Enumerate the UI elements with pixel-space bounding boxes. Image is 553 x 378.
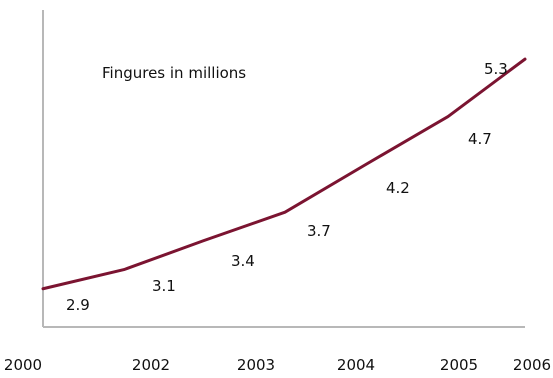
data-label: 2.9: [66, 296, 90, 314]
x-tick-label: 2000: [4, 356, 42, 374]
data-label: 3.1: [152, 277, 176, 295]
x-tick-label: 2003: [237, 356, 275, 374]
x-tick-label: 2006: [513, 356, 551, 374]
data-label: 3.4: [231, 252, 255, 270]
x-tick-label: 2004: [337, 356, 375, 374]
data-label: 3.7: [307, 222, 331, 240]
series-line: [41, 57, 527, 291]
x-tick-label: 2005: [440, 356, 478, 374]
data-label: 4.7: [468, 130, 492, 148]
data-labels: 2.9 3.1 3.4 3.7 4.2 4.7 5.3: [66, 60, 508, 314]
chart-annotation: Fingures in millions: [102, 64, 246, 82]
data-label: 4.2: [386, 179, 410, 197]
data-label: 5.3: [484, 60, 508, 78]
x-tick-labels: 2000 2002 2003 2004 2005 2006: [4, 356, 551, 374]
x-tick-label: 2002: [132, 356, 170, 374]
